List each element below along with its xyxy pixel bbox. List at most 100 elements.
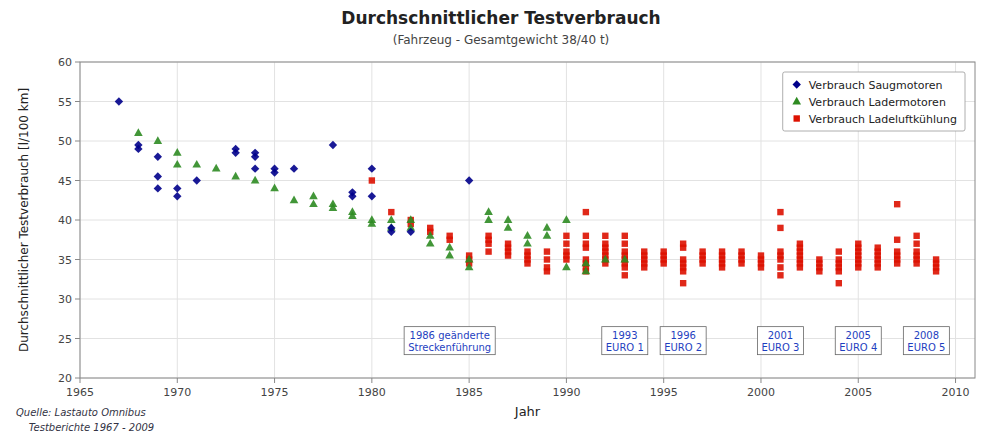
x-tick	[760, 378, 761, 383]
point	[758, 252, 764, 258]
point	[601, 255, 610, 263]
point	[369, 177, 375, 183]
y-tick	[75, 180, 80, 181]
point	[505, 241, 511, 247]
annotation-line: 1986 geänderte	[410, 330, 490, 341]
point	[836, 280, 842, 286]
point	[154, 136, 163, 144]
x-tick-label: 1965	[66, 386, 94, 399]
x-tick-label: 2010	[942, 386, 970, 399]
point	[251, 176, 260, 184]
annotation-box	[835, 327, 881, 355]
point	[583, 244, 589, 250]
y-tick-label: 30	[58, 293, 72, 306]
point	[777, 225, 783, 231]
point	[426, 239, 435, 247]
point	[484, 207, 493, 215]
point	[894, 260, 900, 266]
point	[563, 241, 569, 247]
y-grid-line	[80, 180, 975, 181]
point	[758, 264, 764, 270]
x-tick	[371, 378, 372, 383]
y-grid-line	[80, 299, 975, 300]
point	[154, 172, 162, 180]
annotation: 1986 geänderteStreckenführung	[404, 327, 495, 355]
point	[251, 149, 259, 157]
annotation-line: Streckenführung	[408, 342, 491, 353]
point	[777, 209, 783, 215]
point	[680, 241, 686, 247]
point	[173, 184, 181, 192]
point	[523, 231, 532, 239]
x-tick-label: 1980	[358, 386, 386, 399]
point	[622, 241, 628, 247]
chart: Durchschnittlicher Testverbrauch(Fahrzeu…	[0, 0, 1002, 442]
point	[426, 231, 435, 239]
point	[290, 164, 298, 172]
point	[622, 233, 628, 239]
point	[290, 195, 299, 203]
series-2	[369, 177, 940, 286]
y-tick-label: 60	[58, 56, 72, 69]
annotation-line: 1993	[612, 330, 637, 341]
point	[387, 224, 395, 232]
point	[544, 256, 550, 262]
grid	[80, 62, 975, 378]
point	[602, 233, 608, 239]
annotation-text: 2001EURO 3	[761, 330, 799, 353]
point	[348, 211, 357, 219]
point	[855, 248, 861, 254]
x-tick	[177, 378, 178, 383]
x-tick	[858, 378, 859, 383]
point	[368, 164, 376, 172]
y-tick	[75, 220, 80, 221]
point	[836, 248, 842, 254]
point	[270, 184, 279, 192]
y-tick-label: 55	[58, 96, 72, 109]
annotations: 1986 geänderteStreckenführung1993EURO 11…	[404, 327, 949, 355]
point	[933, 268, 939, 274]
point	[445, 243, 454, 251]
annotation-text: 1993EURO 1	[606, 330, 644, 353]
point	[485, 233, 491, 239]
x-tick-label: 1970	[163, 386, 191, 399]
y-tick-label: 50	[58, 135, 72, 148]
title: Durchschnittlicher Testverbrauch	[341, 8, 660, 28]
point	[894, 237, 900, 243]
point	[173, 148, 182, 156]
x-tick-label: 1990	[552, 386, 580, 399]
y-tick	[75, 141, 80, 142]
legend-marker	[792, 97, 801, 105]
plot-frame	[80, 62, 975, 378]
point	[660, 248, 666, 254]
point	[660, 260, 666, 266]
point	[894, 248, 900, 254]
point	[777, 272, 783, 278]
point	[699, 260, 705, 266]
x-tick-label: 1975	[261, 386, 289, 399]
point	[699, 248, 705, 254]
annotation-box	[660, 327, 706, 355]
point	[816, 268, 822, 274]
x-axis-label: Jahr	[514, 404, 541, 419]
point	[562, 215, 571, 223]
point	[777, 256, 783, 262]
annotation-box	[602, 327, 648, 355]
point	[193, 176, 201, 184]
annotation-line: 2008	[914, 330, 939, 341]
annotation-box	[903, 327, 949, 355]
point	[465, 255, 474, 263]
point	[368, 192, 376, 200]
y-tick-label: 20	[58, 372, 72, 385]
point	[913, 233, 919, 239]
point	[329, 203, 338, 211]
point	[620, 255, 629, 263]
legend-marker	[794, 115, 800, 121]
annotation: 2005EURO 4	[835, 327, 881, 355]
point	[154, 153, 162, 161]
point	[504, 215, 513, 223]
point	[855, 264, 861, 270]
point	[562, 263, 571, 271]
point	[505, 252, 511, 258]
source-text: Testberichte 1967 - 2009	[16, 422, 154, 433]
